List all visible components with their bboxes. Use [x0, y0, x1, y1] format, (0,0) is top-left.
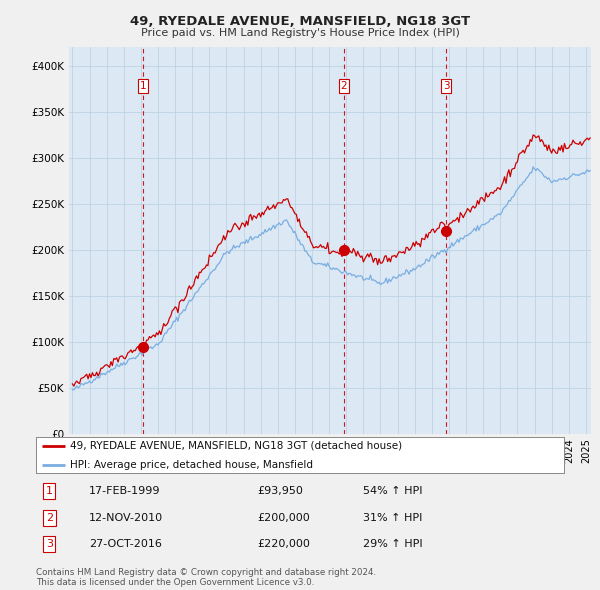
Text: 2: 2	[46, 513, 53, 523]
Text: 12-NOV-2010: 12-NOV-2010	[89, 513, 163, 523]
Text: £220,000: £220,000	[258, 539, 311, 549]
Text: 1: 1	[46, 486, 53, 496]
Text: 54% ↑ HPI: 54% ↑ HPI	[364, 486, 423, 496]
Text: 49, RYEDALE AVENUE, MANSFIELD, NG18 3GT (detached house): 49, RYEDALE AVENUE, MANSFIELD, NG18 3GT …	[70, 441, 403, 451]
Text: £200,000: £200,000	[258, 513, 311, 523]
Text: Price paid vs. HM Land Registry's House Price Index (HPI): Price paid vs. HM Land Registry's House …	[140, 28, 460, 38]
Text: HPI: Average price, detached house, Mansfield: HPI: Average price, detached house, Mans…	[70, 460, 313, 470]
Text: Contains HM Land Registry data © Crown copyright and database right 2024.
This d: Contains HM Land Registry data © Crown c…	[36, 568, 376, 587]
Text: 3: 3	[46, 539, 53, 549]
Text: 2: 2	[341, 81, 347, 91]
Text: £93,950: £93,950	[258, 486, 304, 496]
Text: 1: 1	[140, 81, 146, 91]
Text: 17-FEB-1999: 17-FEB-1999	[89, 486, 160, 496]
Text: 3: 3	[443, 81, 449, 91]
Text: 27-OCT-2016: 27-OCT-2016	[89, 539, 161, 549]
Text: 31% ↑ HPI: 31% ↑ HPI	[364, 513, 423, 523]
Text: 49, RYEDALE AVENUE, MANSFIELD, NG18 3GT: 49, RYEDALE AVENUE, MANSFIELD, NG18 3GT	[130, 15, 470, 28]
Text: 29% ↑ HPI: 29% ↑ HPI	[364, 539, 423, 549]
